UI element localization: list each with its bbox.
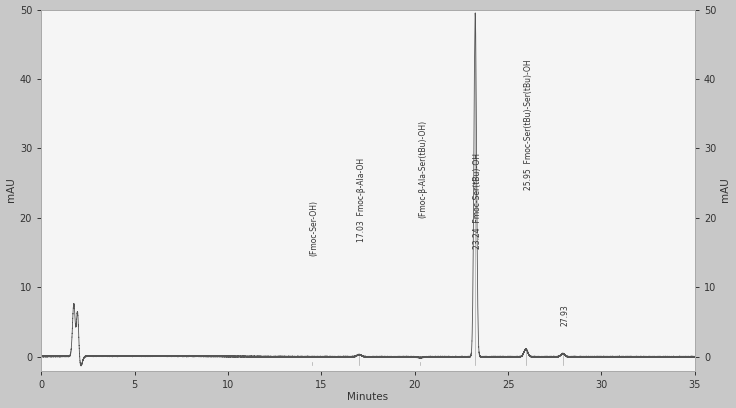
Y-axis label: mAU: mAU	[6, 178, 15, 202]
Text: (Fmoc-Ser-OH): (Fmoc-Ser-OH)	[310, 200, 319, 256]
Text: 27.93: 27.93	[561, 304, 570, 326]
Text: 17.03  Fmoc-β-Ala-OH: 17.03 Fmoc-β-Ala-OH	[357, 158, 366, 242]
Text: (Fmoc-β-Ala-Ser(tBu)-OH): (Fmoc-β-Ala-Ser(tBu)-OH)	[418, 120, 427, 218]
Text: 25.95  Fmoc-Ser(tBu)-Ser(tBu)-OH: 25.95 Fmoc-Ser(tBu)-Ser(tBu)-OH	[523, 60, 533, 190]
Y-axis label: mAU: mAU	[721, 178, 730, 202]
Text: 23.24  Fmoc-Ser(tBu)-OH: 23.24 Fmoc-Ser(tBu)-OH	[473, 153, 482, 249]
X-axis label: Minutes: Minutes	[347, 392, 389, 402]
